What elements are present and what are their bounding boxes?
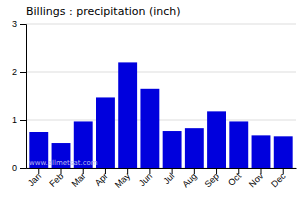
x-tick-mark xyxy=(283,168,284,174)
x-tick-label: Nov xyxy=(247,171,266,190)
x-tick-mark xyxy=(61,168,62,174)
plot: JanFeb Mar AprMay Jun Jul Aug Sep OctNovDec 0 1 2 3… xyxy=(12,19,297,190)
y-tick: 3 xyxy=(12,19,26,29)
x-tick-mark xyxy=(194,168,195,174)
bar xyxy=(140,89,159,168)
bar xyxy=(274,136,293,168)
x-tick: Oct xyxy=(226,168,243,188)
grid-line xyxy=(26,120,296,121)
y-tick-mark xyxy=(20,72,26,73)
x-tick-mark xyxy=(238,168,239,174)
bar xyxy=(96,97,115,168)
y-tick: 2 xyxy=(12,67,26,77)
x-tick: Dec xyxy=(269,168,288,189)
y-tick-mark xyxy=(20,24,26,25)
title: Billings : precipitation (inch) xyxy=(26,5,181,18)
x-tick: Jul xyxy=(161,168,176,186)
y-tick: 1 xyxy=(12,115,26,125)
y-tick-label: 2 xyxy=(12,67,17,77)
bar xyxy=(207,111,226,168)
bar xyxy=(118,62,137,168)
y-tick-label: 3 xyxy=(12,19,17,29)
x-tick: Aug xyxy=(180,168,198,189)
x-tick-mark xyxy=(38,168,39,174)
x-tick-mark xyxy=(127,168,128,174)
x-tick-label: Jun xyxy=(137,171,154,188)
x-tick-mark xyxy=(83,168,84,174)
bar xyxy=(229,121,248,168)
x-tick-label: Apr xyxy=(93,171,110,188)
x-tick-mark xyxy=(149,168,150,174)
x-tick-label: Sep xyxy=(203,171,221,189)
x-tick: Jan xyxy=(26,168,43,188)
bar xyxy=(185,128,204,168)
x-tick: Jun xyxy=(137,168,154,188)
y-axis: 0 1 2 3 xyxy=(12,19,27,173)
y-axis-line xyxy=(20,25,27,169)
annotation: www.allmetsat.com xyxy=(29,159,98,167)
chart: JanFeb Mar AprMay Jun Jul Aug Sep OctNovDec 0 1 2 3… xyxy=(0,0,306,200)
x-axis-line xyxy=(27,168,297,169)
y-tick-mark xyxy=(20,168,26,169)
x-tick: Nov xyxy=(247,168,266,189)
x-tick: May xyxy=(113,168,132,190)
x-tick-mark xyxy=(172,168,173,174)
y-tick-label: 1 xyxy=(12,115,17,125)
x-tick-label: May xyxy=(113,171,132,190)
x-tick: Mar xyxy=(70,168,88,189)
bars xyxy=(29,62,292,168)
x-tick-label: Mar xyxy=(70,171,88,189)
bar xyxy=(252,135,271,168)
grid xyxy=(26,24,296,168)
x-tick-label: Dec xyxy=(269,171,288,190)
y-tick-label: 0 xyxy=(12,163,17,173)
x-tick: Feb xyxy=(47,168,65,189)
x-tick-label: Aug xyxy=(180,171,198,189)
x-tick: Apr xyxy=(93,168,110,188)
x-tick-label: Jul xyxy=(161,171,176,186)
x-tick-label: Oct xyxy=(226,171,243,188)
x-tick-mark xyxy=(216,168,217,174)
x-axis: JanFeb Mar AprMay Jun Jul Aug Sep OctNovDec xyxy=(26,168,297,190)
x-tick-mark xyxy=(261,168,262,174)
y-tick: 0 xyxy=(12,163,26,173)
x-tick: Sep xyxy=(203,168,221,189)
x-tick-label: Jan xyxy=(26,171,43,188)
x-tick-label: Feb xyxy=(47,171,65,189)
bar xyxy=(163,131,182,168)
x-tick-mark xyxy=(105,168,106,174)
grid-line xyxy=(26,72,296,73)
y-tick-mark xyxy=(20,120,26,121)
grid-line xyxy=(26,24,296,25)
